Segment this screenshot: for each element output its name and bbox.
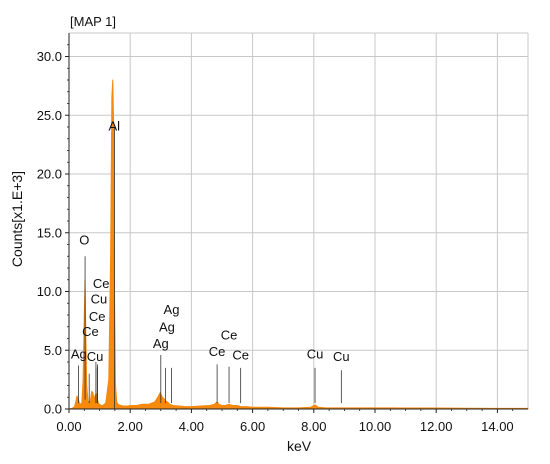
peak-label: Ce <box>209 344 226 359</box>
peak-label: Ag <box>159 319 175 334</box>
x-tick-label: 4.00 <box>179 419 204 434</box>
peak-label: Cu <box>307 346 324 361</box>
peak-label: Ce <box>89 309 106 324</box>
peak-label: Ce <box>93 276 110 291</box>
peak-label: Ag <box>164 302 180 317</box>
x-tick-label: 14.00 <box>481 419 514 434</box>
grid <box>68 32 529 410</box>
spectrum-series-0 <box>68 79 529 410</box>
y-tick-label: 10.0 <box>37 284 62 299</box>
x-tick-label: 10.00 <box>359 419 392 434</box>
x-tick-label: 0.00 <box>56 419 81 434</box>
peak-label: O <box>79 233 89 248</box>
y-tick-label: 5.0 <box>44 343 62 358</box>
peak-label: Cu <box>87 349 104 364</box>
peak-label: Ag <box>153 336 169 351</box>
peak-label: Ce <box>82 324 99 339</box>
axes: 0.00 2.00 4.00 6.00 8.00 10.00 12.00 14.00 0.0 5.… <box>37 33 528 434</box>
peak-label: Cu <box>91 291 108 306</box>
plot-area <box>68 79 529 410</box>
x-tick-label: 8.00 <box>301 419 326 434</box>
y-tick-label: 30.0 <box>37 49 62 64</box>
chart-title: [MAP 1] <box>70 14 116 29</box>
y-tick-label: 15.0 <box>37 225 62 240</box>
y-tick-label: 25.0 <box>37 108 62 123</box>
y-tick-label: 20.0 <box>37 167 62 182</box>
peak-label: Ce <box>232 348 249 363</box>
peak-label: Ag <box>71 346 87 361</box>
peak-label: Al <box>109 119 121 134</box>
peak-label: Cu <box>333 349 350 364</box>
x-tick-label: 2.00 <box>118 419 143 434</box>
x-axis-title: keV <box>287 438 312 454</box>
x-tick-label: 6.00 <box>240 419 265 434</box>
peak-label: Ce <box>221 328 238 343</box>
y-axis-title: Counts[x1.E+3] <box>9 171 25 267</box>
x-tick-label: 12.00 <box>420 419 453 434</box>
y-tick-label: 0.0 <box>44 402 62 417</box>
